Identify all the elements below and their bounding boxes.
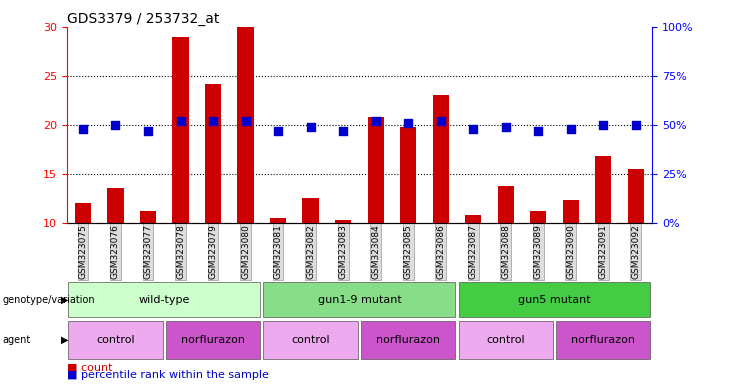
Point (532, 127, 544, 134)
Bar (237, 27, 253, 223)
Text: norflurazon: norflurazon (571, 335, 635, 345)
Text: GSM323089: GSM323089 (534, 224, 542, 279)
Bar (433, 95, 449, 223)
Point (207, 118, 219, 124)
Point (175, 118, 187, 124)
Text: ■ count: ■ count (67, 362, 112, 372)
Text: GSM323079: GSM323079 (208, 224, 218, 279)
Point (239, 118, 251, 124)
Text: control: control (486, 335, 525, 345)
Text: ■ percentile rank within the sample: ■ percentile rank within the sample (67, 370, 268, 380)
Bar (264, 321, 358, 359)
Text: gun1-9 mutant: gun1-9 mutant (317, 295, 402, 305)
Point (110, 122, 122, 128)
Text: GDS3379 / 253732_at: GDS3379 / 253732_at (67, 12, 219, 26)
Bar (68, 321, 162, 359)
Bar (140, 211, 156, 223)
Text: gun5 mutant: gun5 mutant (518, 295, 591, 305)
Text: GSM323077: GSM323077 (144, 224, 153, 279)
Bar (530, 211, 546, 223)
Bar (302, 198, 319, 223)
Bar (562, 200, 579, 223)
Text: GSM323075: GSM323075 (79, 224, 87, 279)
Point (272, 127, 284, 134)
Bar (270, 218, 286, 223)
Text: genotype/variation: genotype/variation (2, 295, 95, 305)
Point (305, 124, 316, 130)
Point (468, 126, 479, 132)
Bar (498, 185, 514, 223)
Text: GSM323081: GSM323081 (273, 224, 282, 279)
Text: norflurazon: norflurazon (181, 335, 245, 345)
Point (435, 118, 447, 124)
Text: GSM323084: GSM323084 (371, 224, 380, 279)
Bar (205, 84, 221, 223)
Text: GSM323092: GSM323092 (631, 224, 640, 279)
Text: agent: agent (2, 335, 30, 345)
Text: GSM323087: GSM323087 (469, 224, 478, 279)
Bar (264, 282, 455, 317)
Text: GSM323088: GSM323088 (501, 224, 511, 279)
Bar (628, 169, 644, 223)
Bar (400, 127, 416, 223)
Point (337, 127, 349, 134)
Point (565, 126, 576, 132)
Point (77, 126, 89, 132)
Text: GSM323086: GSM323086 (436, 224, 445, 279)
Text: GSM323080: GSM323080 (241, 224, 250, 279)
Text: GSM323078: GSM323078 (176, 224, 185, 279)
Bar (465, 215, 482, 223)
Text: GSM323082: GSM323082 (306, 224, 315, 279)
Point (597, 122, 609, 128)
Text: control: control (291, 335, 330, 345)
Text: GSM323083: GSM323083 (339, 224, 348, 279)
Bar (459, 321, 553, 359)
Text: norflurazon: norflurazon (376, 335, 440, 345)
Bar (361, 321, 455, 359)
Point (499, 124, 511, 130)
Bar (595, 156, 611, 223)
Bar (68, 282, 260, 317)
Point (630, 122, 642, 128)
Bar (459, 282, 651, 317)
Bar (173, 36, 189, 223)
Bar (335, 220, 351, 223)
Bar (107, 189, 124, 223)
Bar (556, 321, 651, 359)
Text: wild-type: wild-type (139, 295, 190, 305)
Text: GSM323091: GSM323091 (599, 224, 608, 279)
Bar (166, 321, 260, 359)
Point (142, 127, 154, 134)
Text: control: control (96, 335, 135, 345)
Text: GSM323076: GSM323076 (111, 224, 120, 279)
Point (402, 120, 414, 126)
Text: GSM323090: GSM323090 (566, 224, 575, 279)
Bar (368, 117, 384, 223)
Bar (75, 203, 91, 223)
Text: GSM323085: GSM323085 (404, 224, 413, 279)
Text: ▶: ▶ (61, 295, 68, 305)
Point (370, 118, 382, 124)
Text: ▶: ▶ (61, 335, 68, 345)
